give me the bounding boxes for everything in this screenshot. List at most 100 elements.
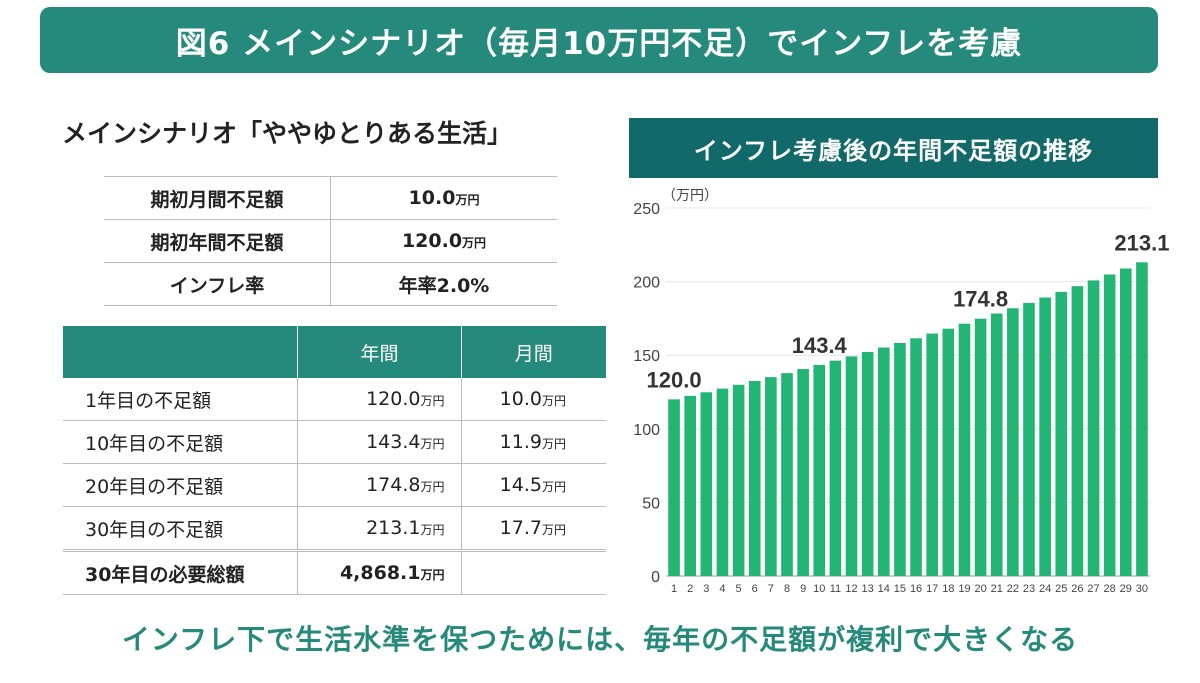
bar xyxy=(797,369,809,576)
unit-label: 万円 xyxy=(420,523,445,537)
y-tick-label: 250 xyxy=(633,201,660,218)
table-row: 1年目の不足額 120.0万円 10.0万円 xyxy=(63,378,606,421)
bar xyxy=(1103,274,1116,576)
figure-banner: 図6 メインシナリオ（毎月10万円不足）でインフレを考慮 xyxy=(40,7,1158,73)
header-monthly: 月間 xyxy=(461,326,606,378)
bar xyxy=(748,380,761,576)
x-tick-label: 23 xyxy=(1023,583,1035,595)
x-tick-label: 1 xyxy=(671,583,677,595)
summary-unit: 万円 xyxy=(455,193,480,207)
y-tick-label: 50 xyxy=(642,495,660,512)
x-tick-label: 19 xyxy=(958,583,970,595)
bar xyxy=(1055,291,1068,576)
x-tick-label: 24 xyxy=(1039,583,1051,595)
summary-unit: 万円 xyxy=(462,236,487,250)
summary-number: 年率2.0% xyxy=(398,274,490,297)
x-tick-label: 11 xyxy=(830,583,841,595)
bar xyxy=(894,342,906,576)
total-row: 30年目の必要総額 4,868.1万円 xyxy=(63,549,606,595)
table-row: 20年目の不足額 174.8万円 14.5万円 xyxy=(63,463,606,507)
x-tick-label: 13 xyxy=(862,583,874,595)
x-tick-label: 6 xyxy=(752,583,758,595)
x-tick-label: 8 xyxy=(784,583,790,595)
detail-header-row: 年間 月間 xyxy=(63,326,606,378)
x-tick-label: 22 xyxy=(1007,583,1019,595)
x-tick-label: 7 xyxy=(768,583,774,595)
total-monthly-cell xyxy=(461,549,606,595)
summary-row: インフレ率 年率2.0% xyxy=(104,262,557,306)
footer-caption: インフレ下で生活水準を保つためには、毎年の不足額が複利で大きくなる xyxy=(121,623,1079,656)
bar xyxy=(732,384,745,576)
x-tick-label: 25 xyxy=(1055,583,1067,595)
x-tick-label: 18 xyxy=(942,583,954,595)
unit-label: 万円 xyxy=(420,568,445,582)
annual-cell: 120.0万円 xyxy=(297,378,462,421)
bar xyxy=(668,399,680,576)
bar xyxy=(1071,286,1084,576)
annual-value: 120.0 xyxy=(366,388,421,410)
bar xyxy=(1039,297,1051,576)
header-annual: 年間 xyxy=(297,326,462,378)
chart-title: インフレ考慮後の年間不足額の推移 xyxy=(629,118,1158,178)
unit-label: 万円 xyxy=(420,437,445,451)
bar xyxy=(781,373,793,576)
summary-number: 10.0 xyxy=(408,187,456,209)
x-tick-label: 26 xyxy=(1071,583,1083,595)
summary-table: 期初月間不足額 10.0万円 期初年間不足額 120.0万円 インフレ率 年率2… xyxy=(104,176,557,306)
bar xyxy=(974,318,987,576)
banner-title: 図6 メインシナリオ（毎月10万円不足）でインフレを考慮 xyxy=(175,25,1023,62)
summary-value: 年率2.0% xyxy=(330,262,557,306)
annual-cell: 213.1万円 xyxy=(297,506,462,551)
unit-label: 万円 xyxy=(541,394,566,408)
x-tick-label: 9 xyxy=(800,583,806,595)
monthly-value: 11.9 xyxy=(499,431,542,453)
annual-cell: 143.4万円 xyxy=(297,420,462,464)
unit-label: 万円 xyxy=(420,480,445,494)
bar xyxy=(716,388,729,576)
bar xyxy=(1007,308,1019,576)
x-tick-label: 5 xyxy=(736,583,742,595)
bar xyxy=(813,364,826,576)
x-tick-label: 29 xyxy=(1120,583,1132,595)
summary-label: インフレ率 xyxy=(104,262,331,306)
total-annual-cell: 4,868.1万円 xyxy=(297,549,462,595)
row-label: 20年目の不足額 xyxy=(63,463,299,507)
bar xyxy=(926,333,939,576)
header-blank xyxy=(63,326,299,378)
x-tick-label: 28 xyxy=(1104,583,1116,595)
bar xyxy=(845,356,858,576)
unit-label: 万円 xyxy=(541,480,566,494)
bar xyxy=(942,328,955,576)
bar xyxy=(958,323,971,576)
annual-cell: 174.8万円 xyxy=(297,463,462,507)
bar xyxy=(1119,268,1132,576)
bar xyxy=(910,338,922,576)
y-tick-label: 0 xyxy=(651,569,660,586)
x-tick-label: 20 xyxy=(974,583,986,595)
x-tick-label: 12 xyxy=(845,583,857,595)
summary-number: 120.0 xyxy=(401,230,463,252)
annual-value: 213.1 xyxy=(366,517,421,539)
monthly-value: 14.5 xyxy=(499,474,542,496)
row-label: 10年目の不足額 xyxy=(63,420,299,464)
total-annual-value: 4,868.1 xyxy=(339,562,421,584)
bar xyxy=(1136,262,1148,576)
data-label: 174.8 xyxy=(953,287,1008,312)
summary-label: 期初月間不足額 xyxy=(104,176,331,220)
unit-label: 万円 xyxy=(541,523,566,537)
data-label: 213.1 xyxy=(1114,230,1169,255)
total-label: 30年目の必要総額 xyxy=(63,549,299,595)
summary-label: 期初年間不足額 xyxy=(104,219,331,263)
bar xyxy=(1087,280,1100,576)
monthly-cell: 11.9万円 xyxy=(461,420,606,464)
y-tick-label: 150 xyxy=(633,348,660,365)
row-label: 30年目の不足額 xyxy=(63,506,299,551)
x-tick-label: 10 xyxy=(813,583,825,595)
bar xyxy=(765,377,777,576)
bar xyxy=(1023,302,1035,576)
scenario-title: メインシナリオ「ややゆとりある生活」 xyxy=(62,119,513,148)
x-tick-label: 21 xyxy=(991,583,1003,595)
data-label: 143.4 xyxy=(792,333,848,358)
table-row: 10年目の不足額 143.4万円 11.9万円 xyxy=(63,420,606,464)
